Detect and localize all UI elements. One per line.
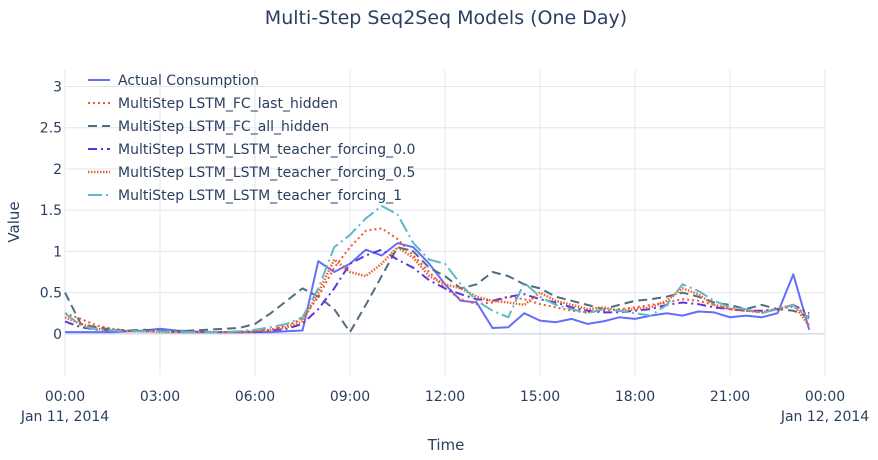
x-tick-date-label: Jan 11, 2014: [20, 409, 109, 425]
chart-title: Multi-Step Seq2Seq Models (One Day): [265, 7, 627, 29]
legend[interactable]: Actual Consumption MultiStep LSTM_FC_last…: [88, 73, 415, 204]
y-axis-title: Value: [5, 201, 23, 242]
series-line-0: [65, 242, 811, 334]
legend-label: MultiStep LSTM_LSTM_teacher_forcing_0.5: [118, 165, 415, 181]
grid: [64, 70, 826, 375]
x-tick-label: 00:00: [45, 389, 85, 405]
series-line-3: [64, 248, 810, 334]
y-tick-label: 1.5: [40, 203, 62, 219]
y-tick-label: 0.5: [40, 286, 62, 302]
x-tick-label: 09:00: [330, 389, 370, 405]
legend-item[interactable]: MultiStep LSTM_LSTM_teacher_forcing_1: [88, 188, 402, 204]
x-tick-label: 15:00: [520, 389, 560, 405]
legend-label: MultiStep LSTM_FC_last_hidden: [118, 96, 338, 112]
x-tick-label: 12:00: [425, 389, 465, 405]
legend-label: MultiStep LSTM_LSTM_teacher_forcing_1: [118, 188, 402, 204]
legend-label: MultiStep LSTM_FC_all_hidden: [118, 119, 329, 135]
x-tick-label: 06:00: [235, 389, 275, 405]
x-tick-label: 00:00: [805, 389, 845, 405]
legend-item[interactable]: MultiStep LSTM_LSTM_teacher_forcing_0.0: [88, 142, 415, 158]
series-line-2: [64, 246, 810, 334]
y-tick-label: 1: [53, 244, 62, 260]
legend-label: MultiStep LSTM_LSTM_teacher_forcing_0.0: [118, 142, 415, 158]
x-axis-title: Time: [427, 436, 465, 454]
y-tick-label: 3: [53, 79, 62, 95]
series-lines: [64, 205, 811, 334]
y-tick-label: 0: [53, 327, 62, 343]
legend-item[interactable]: MultiStep LSTM_FC_last_hidden: [88, 96, 338, 112]
x-tick-date-label: Jan 12, 2014: [780, 409, 869, 425]
legend-label: Actual Consumption: [118, 73, 259, 89]
y-tick-label: 2.5: [40, 121, 62, 137]
y-tick-label: 2: [53, 162, 62, 178]
legend-item[interactable]: Actual Consumption: [88, 73, 259, 89]
x-tick-label: 03:00: [140, 389, 180, 405]
x-tick-label: 21:00: [710, 389, 750, 405]
series-line-5: [64, 205, 810, 334]
x-axis-ticks: 00:00 Jan 11, 2014 03:00 06:00 09:00 12:00 15:…: [20, 389, 869, 425]
legend-item[interactable]: MultiStep LSTM_LSTM_teacher_forcing_0.5: [88, 165, 415, 181]
x-tick-label: 18:00: [615, 389, 655, 405]
legend-item[interactable]: MultiStep LSTM_FC_all_hidden: [88, 119, 329, 135]
y-axis-ticks: 0 0.5 1 1.5 2 2.5 3: [40, 79, 62, 342]
